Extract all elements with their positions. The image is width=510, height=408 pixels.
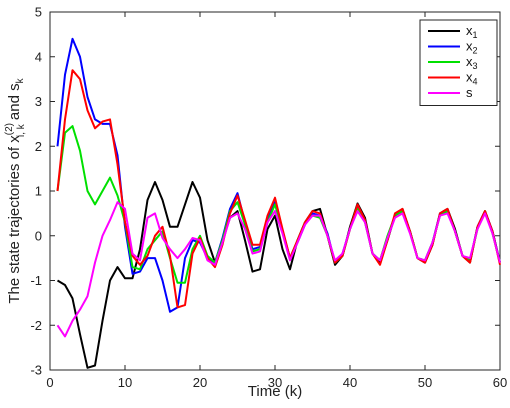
y-title-middle: and s xyxy=(6,83,23,124)
y-tick-label: -2 xyxy=(30,318,42,333)
x-tick-label: 20 xyxy=(193,375,207,390)
y-axis-title: The state trajectories of x(2)i, k and s… xyxy=(4,77,27,303)
legend-label: s xyxy=(466,85,473,100)
y-title-prefix: The state trajectories of x xyxy=(6,135,23,304)
x-tick-label: 0 xyxy=(46,375,53,390)
y-tick-label: 4 xyxy=(35,49,42,64)
x-tick-label: 60 xyxy=(493,375,507,390)
legend-label: x1 xyxy=(466,23,478,40)
x-tick-label: 50 xyxy=(418,375,432,390)
x-tick-label: 40 xyxy=(343,375,357,390)
y-tick-label: 1 xyxy=(35,184,42,199)
y-tick-label: -1 xyxy=(30,273,42,288)
legend-label: x2 xyxy=(466,39,478,56)
y-title-subscript-k: k xyxy=(15,77,26,83)
y-title-subscript: i, k xyxy=(16,123,27,137)
legend-label: x4 xyxy=(466,70,478,87)
y-title-superscript: (2) xyxy=(4,123,15,135)
y-tick-label: -3 xyxy=(30,363,42,378)
y-tick-label: 3 xyxy=(35,94,42,109)
x-tick-label: 30 xyxy=(268,375,282,390)
y-tick-label: 5 xyxy=(35,5,42,20)
series-line-s xyxy=(56,201,501,338)
x-axis-title: Time (k) xyxy=(248,383,302,400)
y-tick-label: 2 xyxy=(35,139,42,154)
series-lines xyxy=(56,37,501,369)
legend-label: x3 xyxy=(466,54,478,71)
x-tick-label: 10 xyxy=(118,375,132,390)
axis-ticks: 0 10 20 30 40 50 60 -3 -2 -1 0 1 2 3 4 5 xyxy=(30,5,507,391)
y-tick-label: 0 xyxy=(35,228,42,243)
